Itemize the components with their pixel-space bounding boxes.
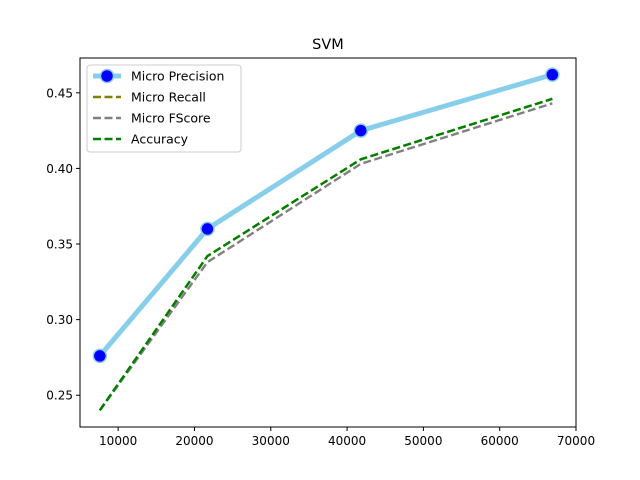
chart-title: SVM [312, 37, 344, 53]
data-point-micro-precision [200, 221, 215, 237]
y-tick-label: 0.25 [46, 389, 73, 403]
data-point-micro-precision [353, 123, 369, 138]
x-axis: 10000 20000 30000 40000 50000 60000 70000 [99, 427, 595, 448]
series-line-accuracy [98, 97, 553, 412]
axes-frame [79, 57, 577, 428]
data-point-micro-precision [92, 348, 108, 364]
legend-label: Accuracy [131, 132, 189, 147]
legend-label: Micro Precision [131, 69, 224, 84]
x-tick-label: 30000 [252, 434, 290, 448]
legend-label: Micro FScore [131, 111, 211, 126]
legend-marker [99, 68, 115, 84]
legend-label: Micro Recall [131, 90, 206, 105]
series-line-micro-precision [97, 72, 554, 358]
y-tick-label: 0.30 [46, 313, 73, 327]
y-axis: 0.25 0.30 0.35 0.40 0.45 [46, 86, 80, 403]
legend: Micro Precision Micro Recall Micro FScore A… [86, 64, 242, 153]
x-tick-label: 20000 [175, 434, 213, 448]
y-tick-label: 0.45 [46, 86, 73, 100]
x-tick-label: 70000 [557, 434, 595, 448]
data-point-micro-precision [545, 67, 560, 82]
y-tick-label: 0.40 [46, 162, 73, 176]
x-tick-label: 40000 [328, 434, 366, 448]
x-tick-label: 60000 [481, 434, 519, 448]
plot-area [92, 67, 560, 412]
x-tick-label: 50000 [404, 434, 442, 448]
legend-box [86, 64, 242, 153]
series-line-micro-fscore [98, 102, 553, 412]
y-tick-label: 0.35 [46, 238, 73, 252]
x-tick-label: 10000 [99, 434, 137, 448]
